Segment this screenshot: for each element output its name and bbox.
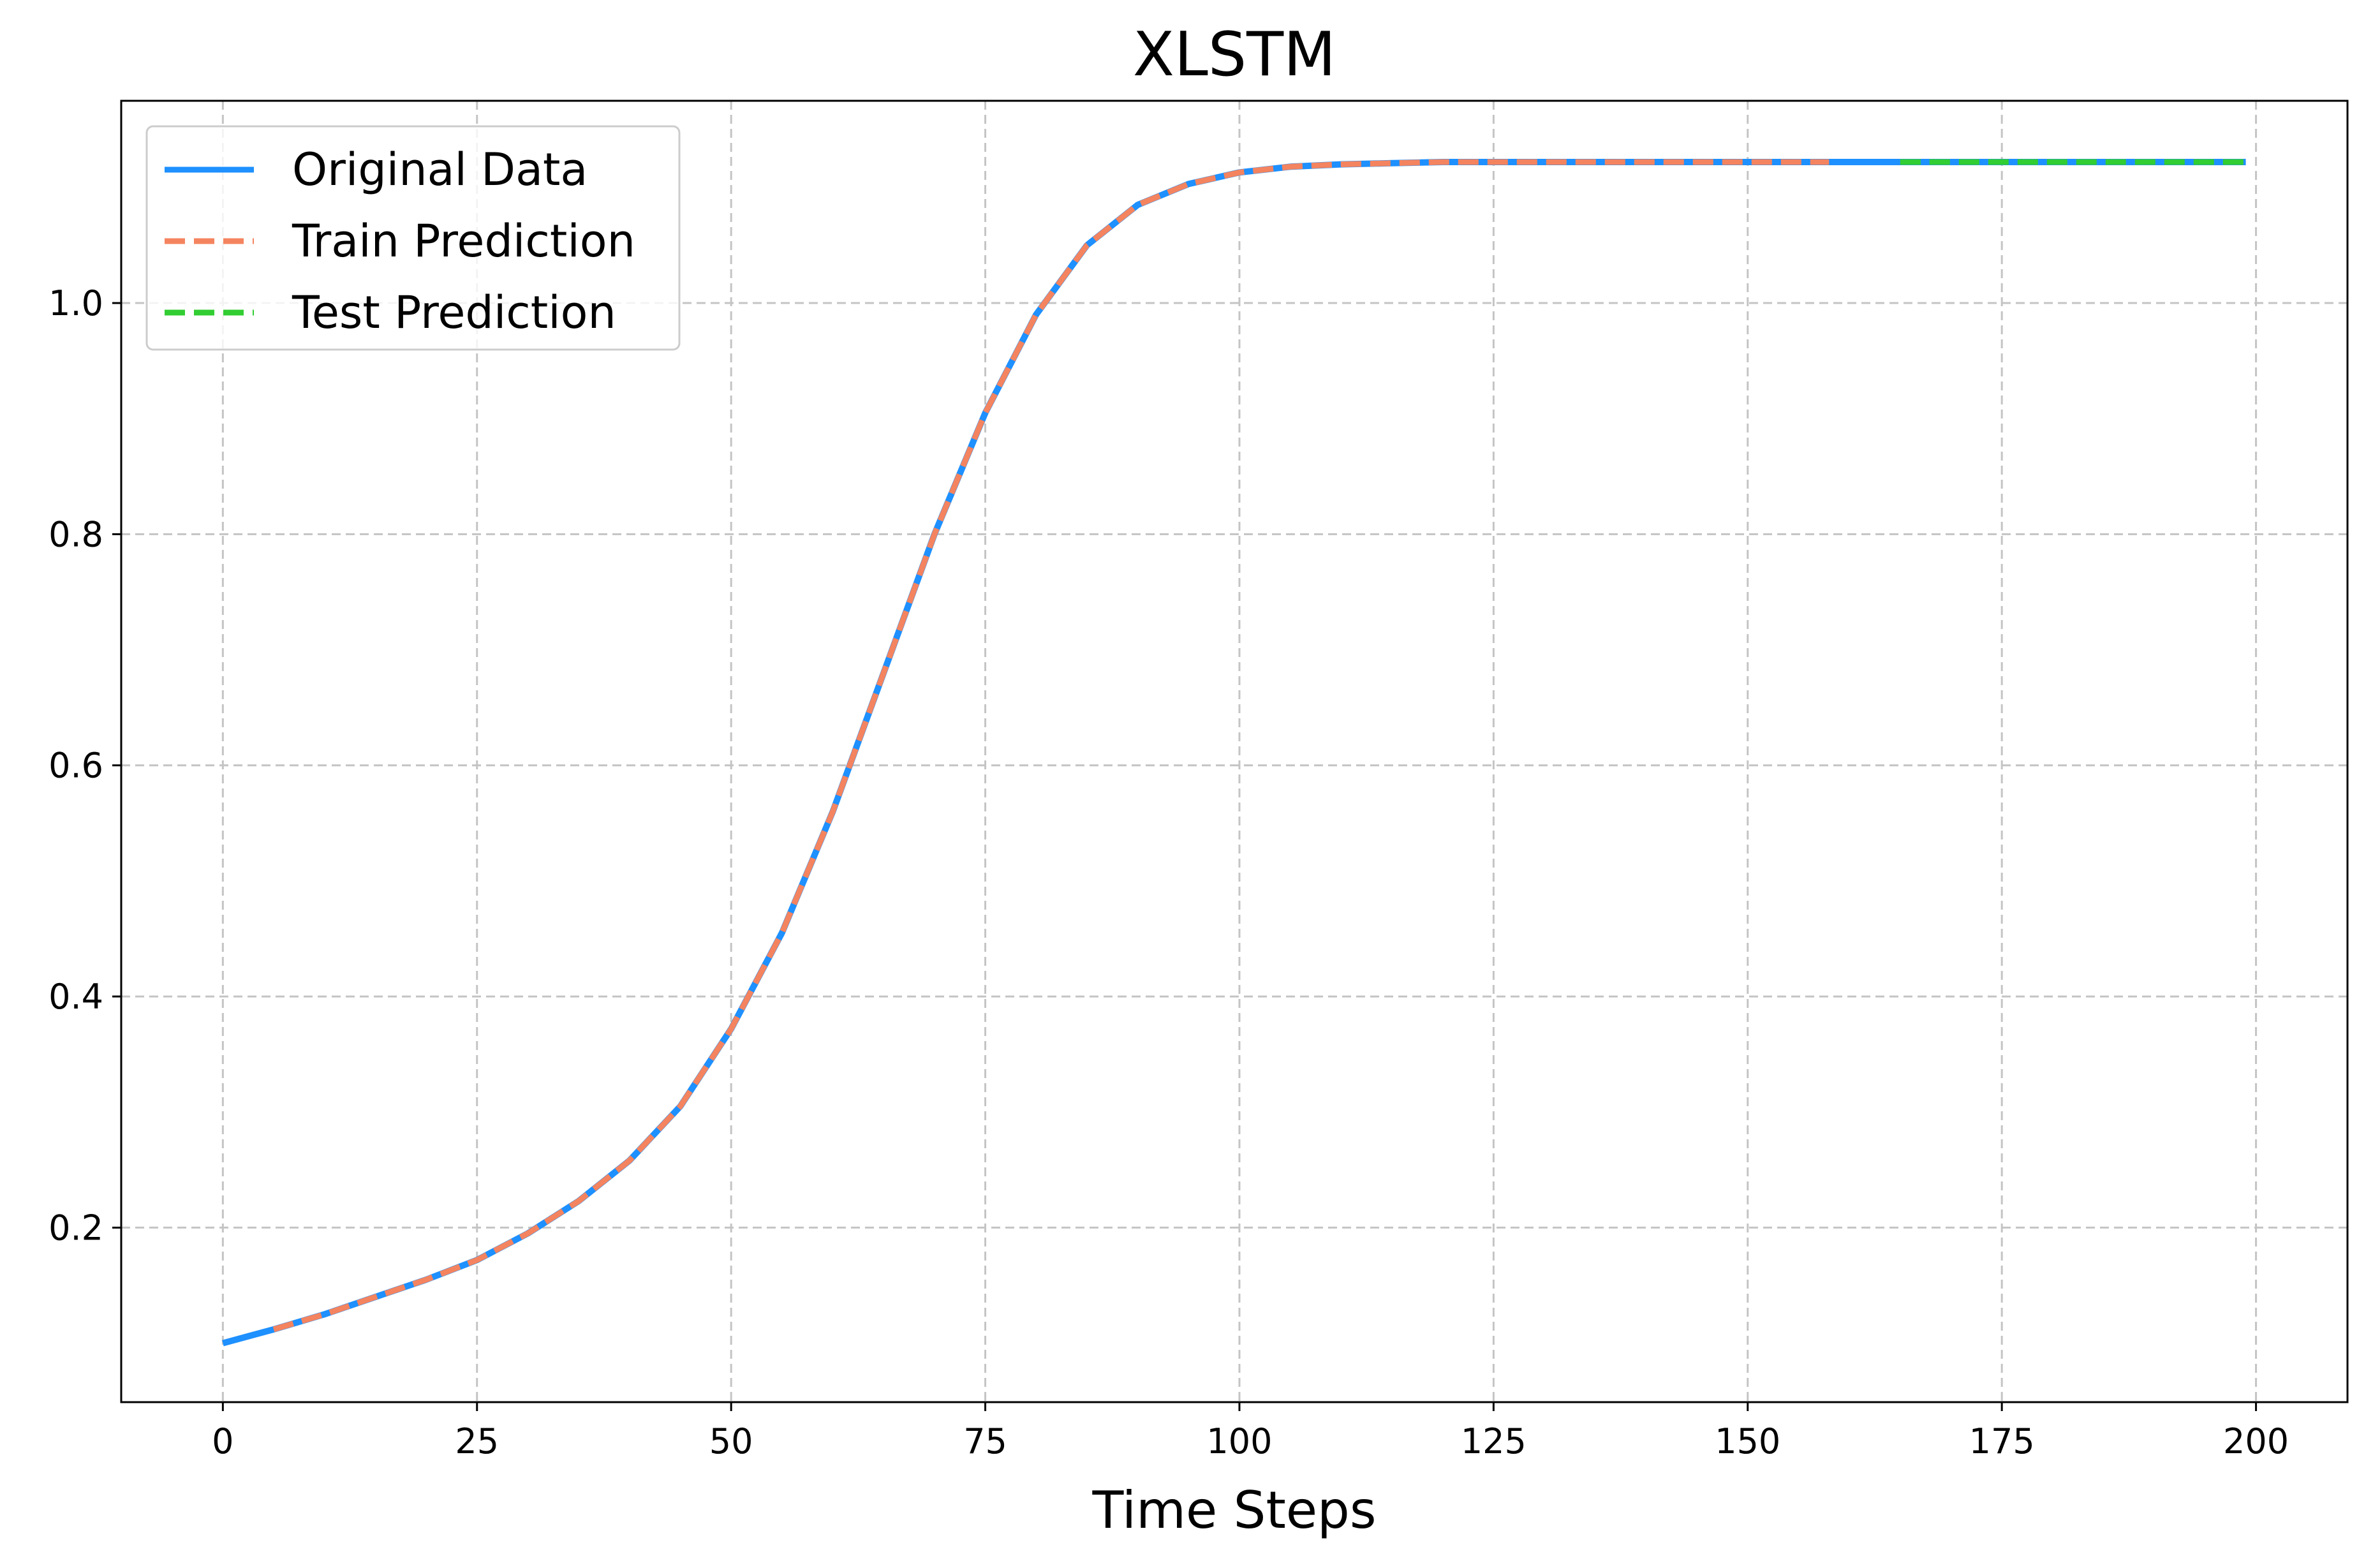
x-tick-label: 25 — [455, 1421, 499, 1461]
x-tick-label: 175 — [1969, 1421, 2035, 1461]
legend-label-3: Test Prediction — [292, 286, 616, 339]
x-tick-label: 50 — [709, 1421, 753, 1461]
x-tick-label: 125 — [1461, 1421, 1527, 1461]
legend-label-1: Original Data — [292, 144, 588, 196]
legend: Original Data Train Prediction Test Predic… — [145, 125, 681, 351]
y-tick-label: 0.6 — [48, 746, 103, 786]
legend-box — [145, 125, 681, 351]
y-tick-label: 0.8 — [48, 514, 103, 554]
series-line-2 — [272, 159, 1830, 1333]
x-tick-label: 75 — [963, 1421, 1007, 1461]
x-axis: 0 25 50 75 100 125 150 175 200 — [212, 1402, 2289, 1461]
x-tick-label: 150 — [1715, 1421, 1780, 1461]
y-tick-label: 0.2 — [48, 1208, 103, 1248]
series-layer — [222, 159, 2246, 1347]
chart-title: XLSTM — [1133, 20, 1336, 90]
grid — [121, 101, 2347, 1402]
x-tick-label: 100 — [1206, 1421, 1272, 1461]
x-axis-title: Time Steps — [1091, 1481, 1376, 1540]
y-axis: 0.2 0.4 0.6 0.8 1.0 — [48, 283, 121, 1248]
y-tick-label: 1.0 — [48, 283, 103, 323]
x-tick-label: 0 — [212, 1421, 233, 1461]
legend-label-2: Train Prediction — [292, 215, 635, 267]
y-tick-label: 0.4 — [48, 977, 103, 1017]
plot-frame — [120, 100, 2349, 1403]
x-tick-label: 200 — [2223, 1421, 2289, 1461]
